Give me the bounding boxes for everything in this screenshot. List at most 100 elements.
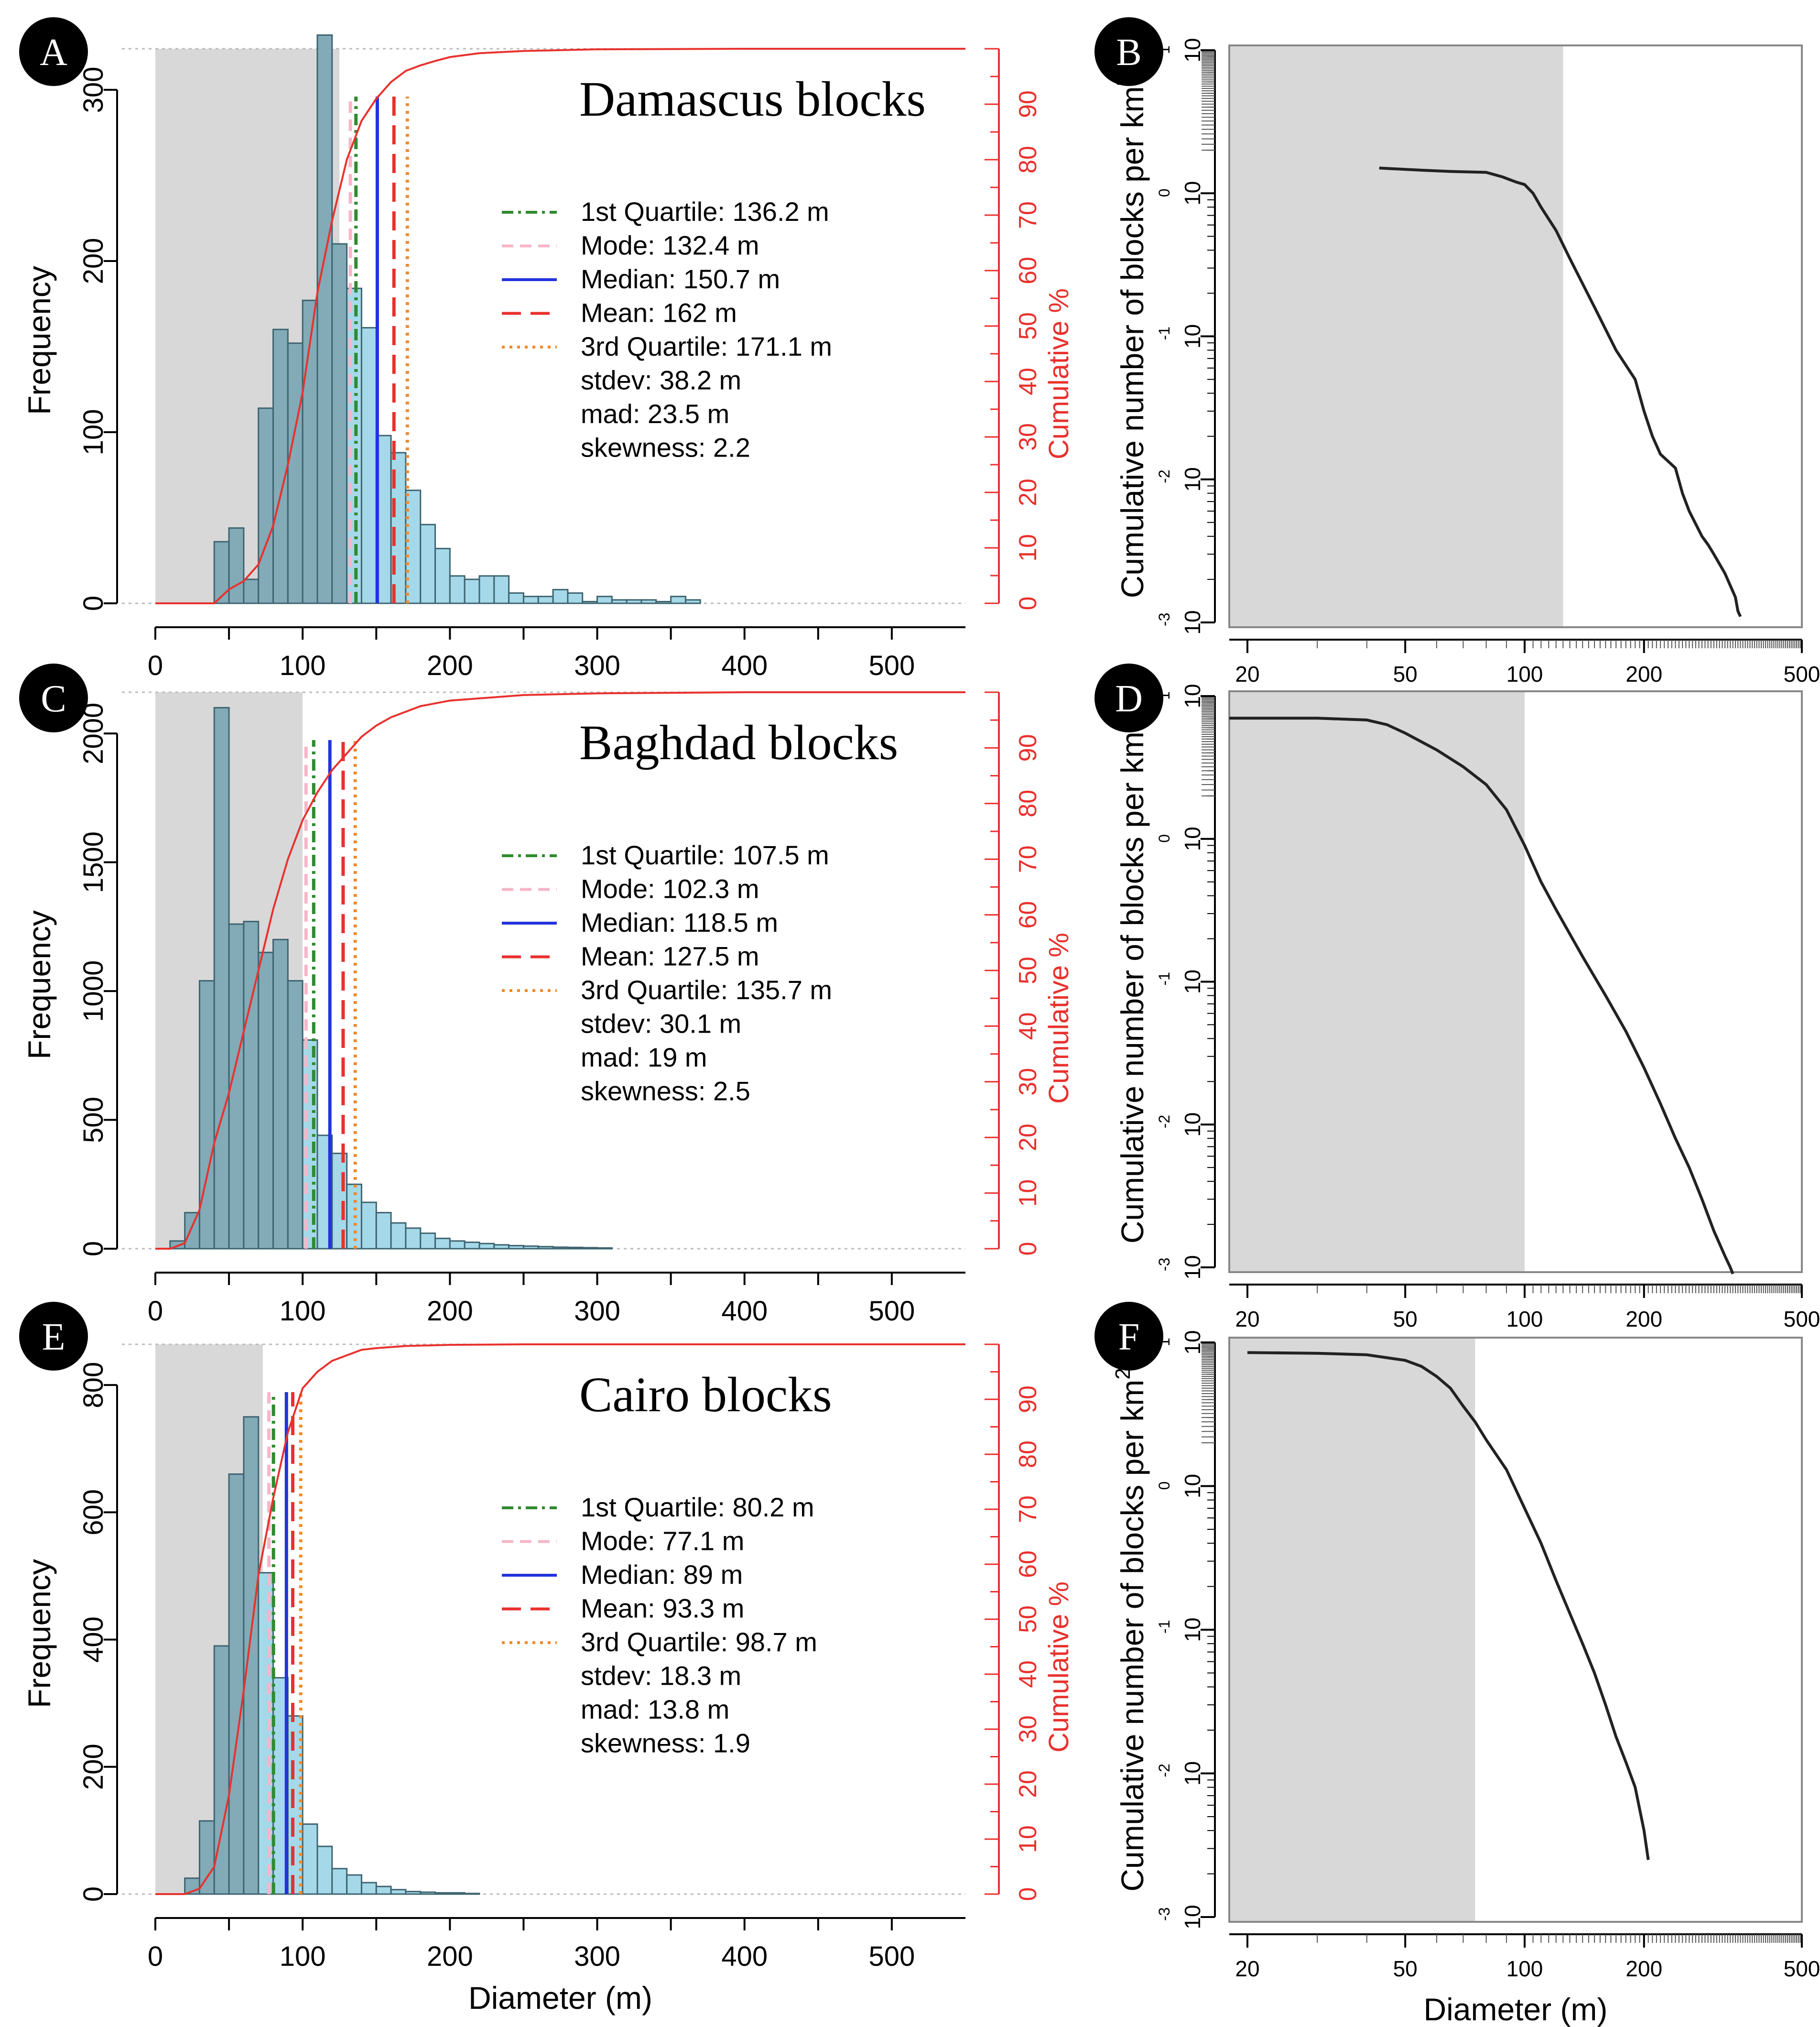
legend-label: stdev: 38.2 m	[581, 365, 741, 395]
histogram-bar	[302, 1823, 318, 1895]
cumulative-curve	[155, 691, 965, 1250]
y-tick-base: 10	[1180, 324, 1205, 349]
histogram-bar	[611, 599, 628, 604]
panel-badge-c-label: C	[41, 678, 66, 720]
histogram-bar	[493, 575, 510, 604]
histogram-bar	[420, 523, 436, 604]
cumulative-count-curve	[1379, 166, 1742, 617]
legend-label: 1st Quartile: 80.2 m	[581, 1492, 814, 1522]
y-tick-base: 10	[1180, 1330, 1205, 1354]
histogram-bar	[390, 1889, 407, 1895]
histogram-bar	[464, 1242, 480, 1250]
x-tick-label: 500	[1784, 1307, 1820, 1331]
histogram-bar	[449, 575, 466, 604]
legend-label: skewness: 1.9	[581, 1728, 750, 1758]
histogram-bar	[567, 592, 584, 604]
y-axis-label: Cumulative number of blocks per km2	[1111, 75, 1150, 599]
histogram-bar	[522, 596, 539, 604]
y2-tick-label: 60	[1014, 1550, 1042, 1578]
y-tick-base: 10	[1180, 827, 1205, 851]
y2-tick-label: 70	[1014, 845, 1042, 873]
y2-tick-label: 50	[1014, 957, 1042, 984]
y2-tick-label: 50	[1014, 1605, 1042, 1633]
histogram-bar	[478, 575, 495, 604]
panel-badge-f-label: F	[1118, 1316, 1140, 1358]
x-tick-label: 200	[427, 650, 473, 681]
x-tick-label: 100	[1506, 1956, 1543, 1981]
histogram-bar	[287, 980, 303, 1250]
legend-label: Median: 89 m	[581, 1559, 743, 1590]
y2-axis-label: Cumulative %	[1043, 288, 1074, 459]
y2-tick-label: 20	[1014, 1123, 1042, 1151]
legend-label: mad: 23.5 m	[581, 399, 729, 429]
panel-badge-c-circle	[19, 664, 88, 732]
y-tick-base: 10	[1180, 1761, 1205, 1786]
shaded-region	[1229, 45, 1563, 627]
histogram-bar	[640, 599, 657, 604]
legend-label: 3rd Quartile: 98.7 m	[581, 1627, 817, 1657]
y-tick-exponent: 0	[1156, 834, 1173, 843]
x-tick-label: 50	[1393, 1307, 1418, 1331]
x-tick-label: 200	[1625, 1956, 1662, 1981]
histogram-bar	[272, 328, 289, 604]
histogram-bar	[508, 592, 524, 604]
y-tick-exponent: -2	[1156, 1764, 1173, 1777]
chart-title: Cairo blocks	[579, 1367, 832, 1422]
legend-label: 1st Quartile: 136.2 m	[581, 196, 829, 227]
y-tick-base: 10	[1180, 38, 1205, 62]
histogram-bar	[537, 596, 554, 604]
histogram-bar	[272, 938, 289, 1250]
histogram-bar	[287, 342, 303, 604]
y-tick-exponent: -1	[1156, 327, 1173, 340]
y2-tick-label: 10	[1014, 1179, 1042, 1207]
histogram-bar	[434, 547, 451, 604]
panel-badge-a-label: A	[40, 32, 67, 74]
y-tick-label: 200	[78, 1744, 109, 1790]
panel-badge-b-circle	[1094, 17, 1163, 86]
x-tick-label: 0	[148, 650, 163, 681]
legend-label: Mode: 132.4 m	[581, 230, 759, 261]
panel-badge-b-label: B	[1116, 32, 1141, 74]
y-tick-base: 10	[1180, 684, 1205, 708]
y2-tick-label: 70	[1014, 201, 1042, 229]
y-tick-exponent: 0	[1156, 1482, 1173, 1490]
y2-tick-label: 80	[1014, 146, 1042, 174]
y-tick-exponent: -2	[1156, 469, 1173, 483]
histogram-bar	[655, 600, 672, 604]
x-tick-label: 100	[280, 650, 326, 681]
histogram-bar	[508, 1245, 524, 1250]
y2-tick-label: 80	[1014, 790, 1042, 817]
y2-tick-label: 30	[1014, 423, 1042, 451]
y2-tick-label: 50	[1014, 312, 1042, 340]
histogram-bar	[228, 1473, 245, 1895]
y2-tick-label: 40	[1014, 1660, 1042, 1688]
panel-badge-d-circle	[1094, 664, 1163, 732]
legend-label: Mode: 102.3 m	[581, 874, 759, 904]
histogram-bar	[493, 1244, 510, 1250]
y2-tick-label: 10	[1014, 534, 1042, 562]
legend-label: Mean: 127.5 m	[581, 941, 759, 971]
histogram-bar	[316, 34, 333, 604]
legend-label: skewness: 2.5	[581, 1076, 750, 1106]
y-tick-base: 10	[1180, 181, 1205, 206]
histogram-bar	[360, 1201, 377, 1250]
y-tick-exponent: -1	[1156, 1620, 1173, 1634]
y-tick-exponent: -3	[1156, 613, 1173, 626]
histogram-bar	[243, 921, 260, 1250]
y-tick-base: 10	[1180, 467, 1205, 491]
y-tick-base: 10	[1180, 970, 1205, 994]
y2-tick-label: 90	[1014, 1385, 1042, 1413]
histogram-bar	[360, 327, 377, 604]
histogram-bar	[449, 1240, 466, 1250]
y2-tick-label: 0	[1014, 597, 1042, 610]
histogram-bar	[346, 1874, 362, 1895]
histogram-bar	[243, 1416, 260, 1895]
legend-label: stdev: 30.1 m	[581, 1009, 741, 1039]
histogram-bar	[449, 1892, 466, 1895]
histogram-bar	[626, 599, 642, 604]
y2-tick-label: 0	[1014, 1887, 1042, 1901]
